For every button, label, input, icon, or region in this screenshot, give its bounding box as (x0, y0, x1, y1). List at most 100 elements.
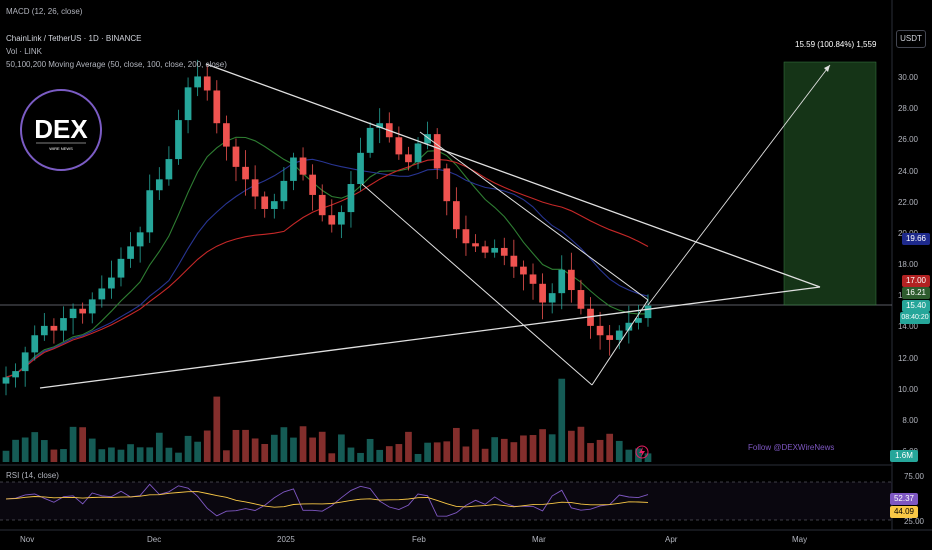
time-tick: Dec (147, 535, 162, 544)
candle[interactable] (261, 191, 269, 218)
candle[interactable] (433, 128, 441, 180)
candle[interactable] (60, 306, 67, 342)
candle[interactable] (462, 215, 470, 256)
candle[interactable] (79, 302, 87, 324)
candle[interactable] (98, 275, 106, 308)
candle[interactable] (567, 252, 575, 303)
candle[interactable] (338, 205, 345, 239)
price-tick: 8.00 (902, 416, 918, 425)
candle[interactable] (606, 325, 614, 356)
candle[interactable] (347, 171, 355, 228)
volume-bar (395, 444, 403, 462)
candle[interactable] (520, 260, 527, 291)
volume-bar (385, 446, 393, 462)
candle[interactable] (529, 263, 537, 300)
candle[interactable] (548, 283, 556, 314)
candle[interactable] (2, 366, 10, 396)
candle[interactable] (376, 108, 384, 144)
volume-bar (596, 439, 604, 462)
candle[interactable] (223, 115, 230, 161)
volume-bar (453, 427, 460, 462)
volume-bar (577, 426, 585, 462)
symbol-title[interactable]: ChainLink / TetherUS · 1D · BINANCE (6, 34, 142, 43)
lightning-icon[interactable] (635, 445, 649, 459)
channel-lower-line[interactable] (361, 183, 593, 386)
candle[interactable] (69, 303, 77, 335)
ma200-line[interactable] (5, 158, 649, 378)
channel-bottom-line[interactable] (591, 299, 649, 386)
candle[interactable] (395, 126, 403, 160)
candle[interactable] (299, 147, 307, 181)
candle[interactable] (40, 313, 48, 341)
time-tick: May (792, 535, 808, 544)
triangle-lower-line[interactable] (39, 286, 821, 389)
candle[interactable] (558, 255, 566, 310)
candle[interactable] (117, 247, 125, 287)
candle[interactable] (21, 346, 29, 387)
candle[interactable] (12, 363, 19, 388)
candle[interactable] (251, 165, 259, 210)
volume-bar (443, 441, 451, 462)
candle[interactable] (242, 150, 249, 196)
volume-bar (12, 439, 19, 462)
time-tick: Nov (20, 535, 35, 544)
candle[interactable] (405, 146, 412, 171)
candle[interactable] (500, 237, 508, 266)
candle[interactable] (491, 239, 499, 258)
candle[interactable] (539, 273, 546, 320)
volume-bar (88, 438, 96, 462)
candle[interactable] (309, 164, 316, 211)
candle[interactable] (165, 146, 173, 186)
candle[interactable] (453, 187, 460, 239)
candle[interactable] (194, 59, 201, 97)
channel-upper-line[interactable] (419, 131, 649, 301)
volume-bar (127, 444, 134, 462)
candle[interactable] (31, 325, 39, 361)
ma100-line[interactable] (5, 158, 649, 378)
candle[interactable] (318, 184, 326, 222)
rsi-ma-badge: 44.09 (890, 506, 918, 518)
candle[interactable] (270, 193, 278, 219)
candle[interactable] (596, 311, 604, 350)
candle[interactable] (481, 240, 489, 259)
candle[interactable] (472, 234, 479, 253)
follow-text: Follow @DEXWireNews (748, 443, 835, 452)
triangle-upper-line[interactable] (205, 63, 821, 288)
currency-button[interactable]: USDT (896, 30, 926, 48)
candle[interactable] (146, 174, 154, 243)
candle[interactable] (213, 80, 221, 134)
candle[interactable] (155, 167, 163, 200)
candle[interactable] (510, 239, 518, 278)
rsi-title[interactable]: RSI (14, close) (6, 471, 59, 480)
volume-bar (328, 453, 336, 462)
candle[interactable] (280, 167, 288, 210)
candle[interactable] (328, 199, 336, 233)
candle[interactable] (175, 109, 182, 165)
long-position-box[interactable] (783, 61, 877, 306)
volume-bar (184, 435, 192, 462)
candle[interactable] (290, 152, 297, 191)
candle[interactable] (366, 122, 374, 158)
candle[interactable] (184, 77, 192, 134)
candle[interactable] (127, 232, 134, 268)
candle[interactable] (232, 138, 240, 182)
price-tick: 30.00 (897, 73, 918, 82)
candle[interactable] (635, 304, 642, 330)
candle[interactable] (615, 325, 623, 350)
candle[interactable] (357, 137, 364, 191)
ma50-line[interactable] (5, 136, 649, 378)
candle[interactable] (108, 260, 115, 299)
volume-bar (203, 430, 211, 462)
candle[interactable] (50, 318, 58, 344)
candle[interactable] (136, 226, 144, 263)
candle[interactable] (414, 137, 422, 169)
candle[interactable] (577, 279, 585, 315)
projection-arrow[interactable] (647, 64, 831, 306)
volume-title[interactable]: Vol · LINK (6, 47, 43, 56)
ma-title[interactable]: 50,100,200 Moving Average (50, close, 10… (6, 60, 227, 69)
volume-bar (347, 447, 355, 462)
candle[interactable] (203, 65, 211, 101)
candle[interactable] (443, 163, 451, 216)
candle[interactable] (88, 292, 96, 324)
